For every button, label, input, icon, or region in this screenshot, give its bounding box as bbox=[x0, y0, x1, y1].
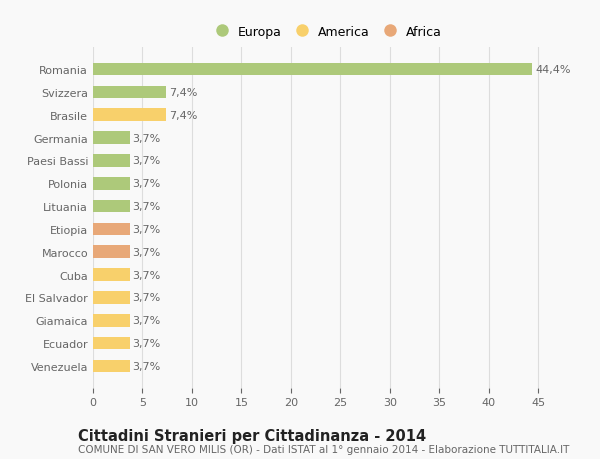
Text: COMUNE DI SAN VERO MILIS (OR) - Dati ISTAT al 1° gennaio 2014 - Elaborazione TUT: COMUNE DI SAN VERO MILIS (OR) - Dati IST… bbox=[78, 444, 569, 454]
Text: 3,7%: 3,7% bbox=[133, 133, 161, 143]
Text: 3,7%: 3,7% bbox=[133, 224, 161, 235]
Text: 3,7%: 3,7% bbox=[133, 247, 161, 257]
Text: 3,7%: 3,7% bbox=[133, 179, 161, 189]
Bar bbox=[93, 314, 130, 327]
Bar bbox=[93, 360, 130, 372]
Text: Cittadini Stranieri per Cittadinanza - 2014: Cittadini Stranieri per Cittadinanza - 2… bbox=[78, 428, 426, 443]
Text: 3,7%: 3,7% bbox=[133, 316, 161, 325]
Text: 3,7%: 3,7% bbox=[133, 293, 161, 303]
Bar bbox=[93, 337, 130, 350]
Text: 3,7%: 3,7% bbox=[133, 270, 161, 280]
Bar bbox=[93, 132, 130, 145]
Text: 7,4%: 7,4% bbox=[169, 111, 197, 120]
Text: 3,7%: 3,7% bbox=[133, 202, 161, 212]
Bar bbox=[93, 269, 130, 281]
Bar bbox=[93, 291, 130, 304]
Bar bbox=[93, 201, 130, 213]
Text: 3,7%: 3,7% bbox=[133, 338, 161, 348]
Text: 7,4%: 7,4% bbox=[169, 88, 197, 98]
Bar bbox=[93, 109, 166, 122]
Bar bbox=[93, 64, 532, 76]
Bar bbox=[93, 155, 130, 168]
Bar bbox=[93, 246, 130, 258]
Bar bbox=[93, 178, 130, 190]
Bar bbox=[93, 223, 130, 235]
Text: 44,4%: 44,4% bbox=[535, 65, 571, 75]
Bar bbox=[93, 86, 166, 99]
Legend: Europa, America, Africa: Europa, America, Africa bbox=[204, 21, 447, 44]
Text: 3,7%: 3,7% bbox=[133, 156, 161, 166]
Text: 3,7%: 3,7% bbox=[133, 361, 161, 371]
